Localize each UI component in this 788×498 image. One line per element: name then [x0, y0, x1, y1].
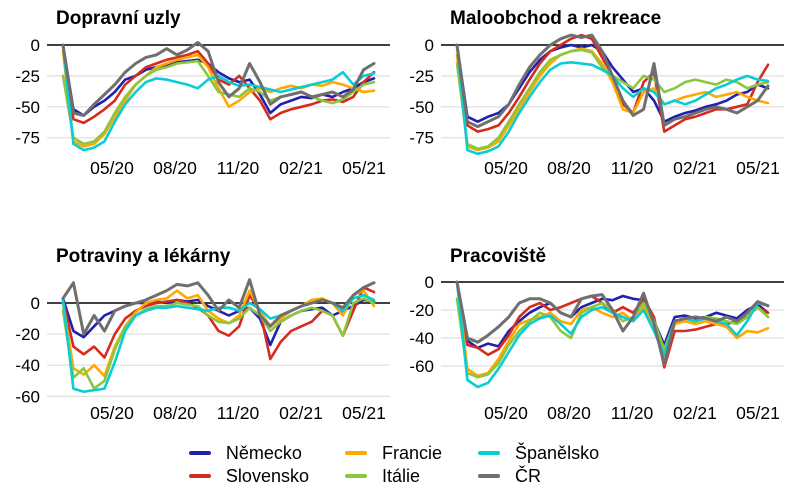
legend-swatch-slovensko	[188, 474, 211, 478]
legend-label-cr: ČR	[515, 466, 542, 486]
chart-plot-grocery-pharmacy: 0 -20 -40 -60 05/20 08/20 11/20 02/21 05/21	[15, 278, 390, 423]
x-tick-label: 08/20	[547, 403, 591, 423]
chart-plot-workplaces: 0 -20 -40 -60 05/20 08/20 11/20 02/21 05/21	[409, 273, 784, 423]
y-tick-label: -60	[409, 357, 434, 376]
x-tick-label: 02/21	[279, 403, 323, 423]
x-tick-label: 08/20	[153, 158, 197, 178]
chart-title-transit-stations: Dopravní uzly	[56, 8, 181, 29]
legend-label-italie: Itálie	[381, 466, 421, 486]
x-tick-label: 05/21	[736, 158, 780, 178]
legend-swatch-nemecko	[188, 451, 211, 455]
chart-title-workplaces: Pracoviště	[450, 246, 547, 267]
series-line-Francie	[455, 47, 770, 152]
series-line-ČR	[455, 33, 770, 129]
legend-swatch-italie	[344, 474, 367, 478]
chart-plot-retail-recreation: 0 -25 -50 -75 05/20 08/20 11/20 02/21 05/21	[409, 33, 784, 178]
chart-panel-grocery-pharmacy: Potraviny a lékárny 0 -20 -40 -60 05/20 08/20…	[0, 228, 394, 440]
series-line-ČR	[61, 41, 376, 117]
x-tick-label: 05/21	[342, 403, 386, 423]
x-tick-label: 11/20	[611, 403, 654, 423]
series-line-Španělsko	[61, 43, 376, 152]
legend-label-spanelsko: Španělsko	[515, 443, 600, 463]
y-tick-label: -20	[15, 325, 40, 344]
y-tick-label: -25	[15, 67, 40, 86]
chart-panel-workplaces: Pracoviště 0 -20 -40 -60 05/20 08/20 11/20 02/2…	[394, 228, 788, 440]
chart-panel-transit-stations: Dopravní uzly 0 -25 -50 -75 05/20 08/20 11/20 0…	[0, 0, 394, 212]
series-line-ČR	[455, 280, 770, 367]
x-tick-label: 05/21	[736, 403, 780, 423]
x-tick-label: 11/20	[611, 158, 654, 178]
series-line-Itálie	[61, 59, 376, 146]
legend-item-francie: Francie	[344, 443, 443, 463]
y-tick-label: -50	[15, 98, 40, 117]
series-line-Francie	[61, 49, 376, 148]
legend-swatch-cr	[478, 474, 501, 478]
chart-title-grocery-pharmacy: Potraviny a lékárny	[56, 246, 231, 267]
x-tick-label: 05/21	[342, 158, 386, 178]
y-tick-label: 0	[425, 273, 434, 292]
legend-label-francie: Francie	[381, 443, 443, 463]
legend-item-cr: ČR	[478, 466, 599, 486]
y-tick-label: -75	[409, 129, 434, 148]
y-tick-label: -25	[409, 67, 434, 86]
x-tick-label: 02/21	[673, 158, 717, 178]
legend-label-nemecko: Německo	[225, 443, 302, 463]
series-line-Itálie	[61, 297, 376, 390]
y-tick-label: -50	[409, 98, 434, 117]
x-tick-label: 02/21	[279, 158, 323, 178]
x-tick-label: 08/20	[547, 158, 591, 178]
series-line-Španělsko	[455, 280, 770, 389]
legend-swatch-spanelsko	[478, 451, 501, 455]
chart-panel-retail-recreation: Maloobchod a rekreace 0 -25 -50 -75 05/20 08/…	[394, 0, 788, 212]
legend-column-1: Německo Slovensko	[188, 443, 309, 486]
chart-legend: Německo Slovensko Francie Itálie Španěls…	[0, 443, 788, 486]
series-line-Německo	[455, 280, 770, 350]
x-tick-label: 05/20	[484, 403, 528, 423]
legend-item-nemecko: Německo	[188, 443, 309, 463]
x-tick-label: 05/20	[484, 158, 528, 178]
x-tick-label: 11/20	[217, 403, 260, 423]
y-tick-label: 0	[31, 36, 40, 55]
y-tick-label: -60	[15, 387, 40, 406]
x-tick-label: 11/20	[217, 158, 260, 178]
x-tick-label: 08/20	[153, 403, 197, 423]
y-tick-label: -40	[15, 356, 40, 375]
y-tick-label: 0	[31, 294, 40, 313]
chart-title-retail-recreation: Maloobchod a rekreace	[450, 8, 662, 29]
chart-plot-transit-stations: 0 -25 -50 -75 05/20 08/20 11/20 02/21 05/21	[15, 36, 390, 178]
legend-item-slovensko: Slovensko	[188, 466, 309, 486]
y-tick-label: -20	[409, 301, 434, 320]
legend-column-2: Francie Itálie	[344, 443, 443, 486]
legend-label-slovensko: Slovensko	[225, 466, 309, 486]
y-tick-label: -40	[409, 329, 434, 348]
series-line-Francie	[455, 280, 770, 378]
x-tick-label: 05/20	[90, 403, 134, 423]
series-line-ČR	[61, 278, 376, 336]
y-tick-label: -75	[15, 129, 40, 148]
legend-column-3: Španělsko ČR	[478, 443, 599, 486]
y-tick-label: 0	[425, 36, 434, 55]
x-tick-label: 02/21	[673, 403, 717, 423]
legend-swatch-francie	[344, 451, 367, 455]
legend-item-spanelsko: Španělsko	[478, 443, 599, 463]
x-tick-label: 05/20	[90, 158, 134, 178]
legend-item-italie: Itálie	[344, 466, 442, 486]
